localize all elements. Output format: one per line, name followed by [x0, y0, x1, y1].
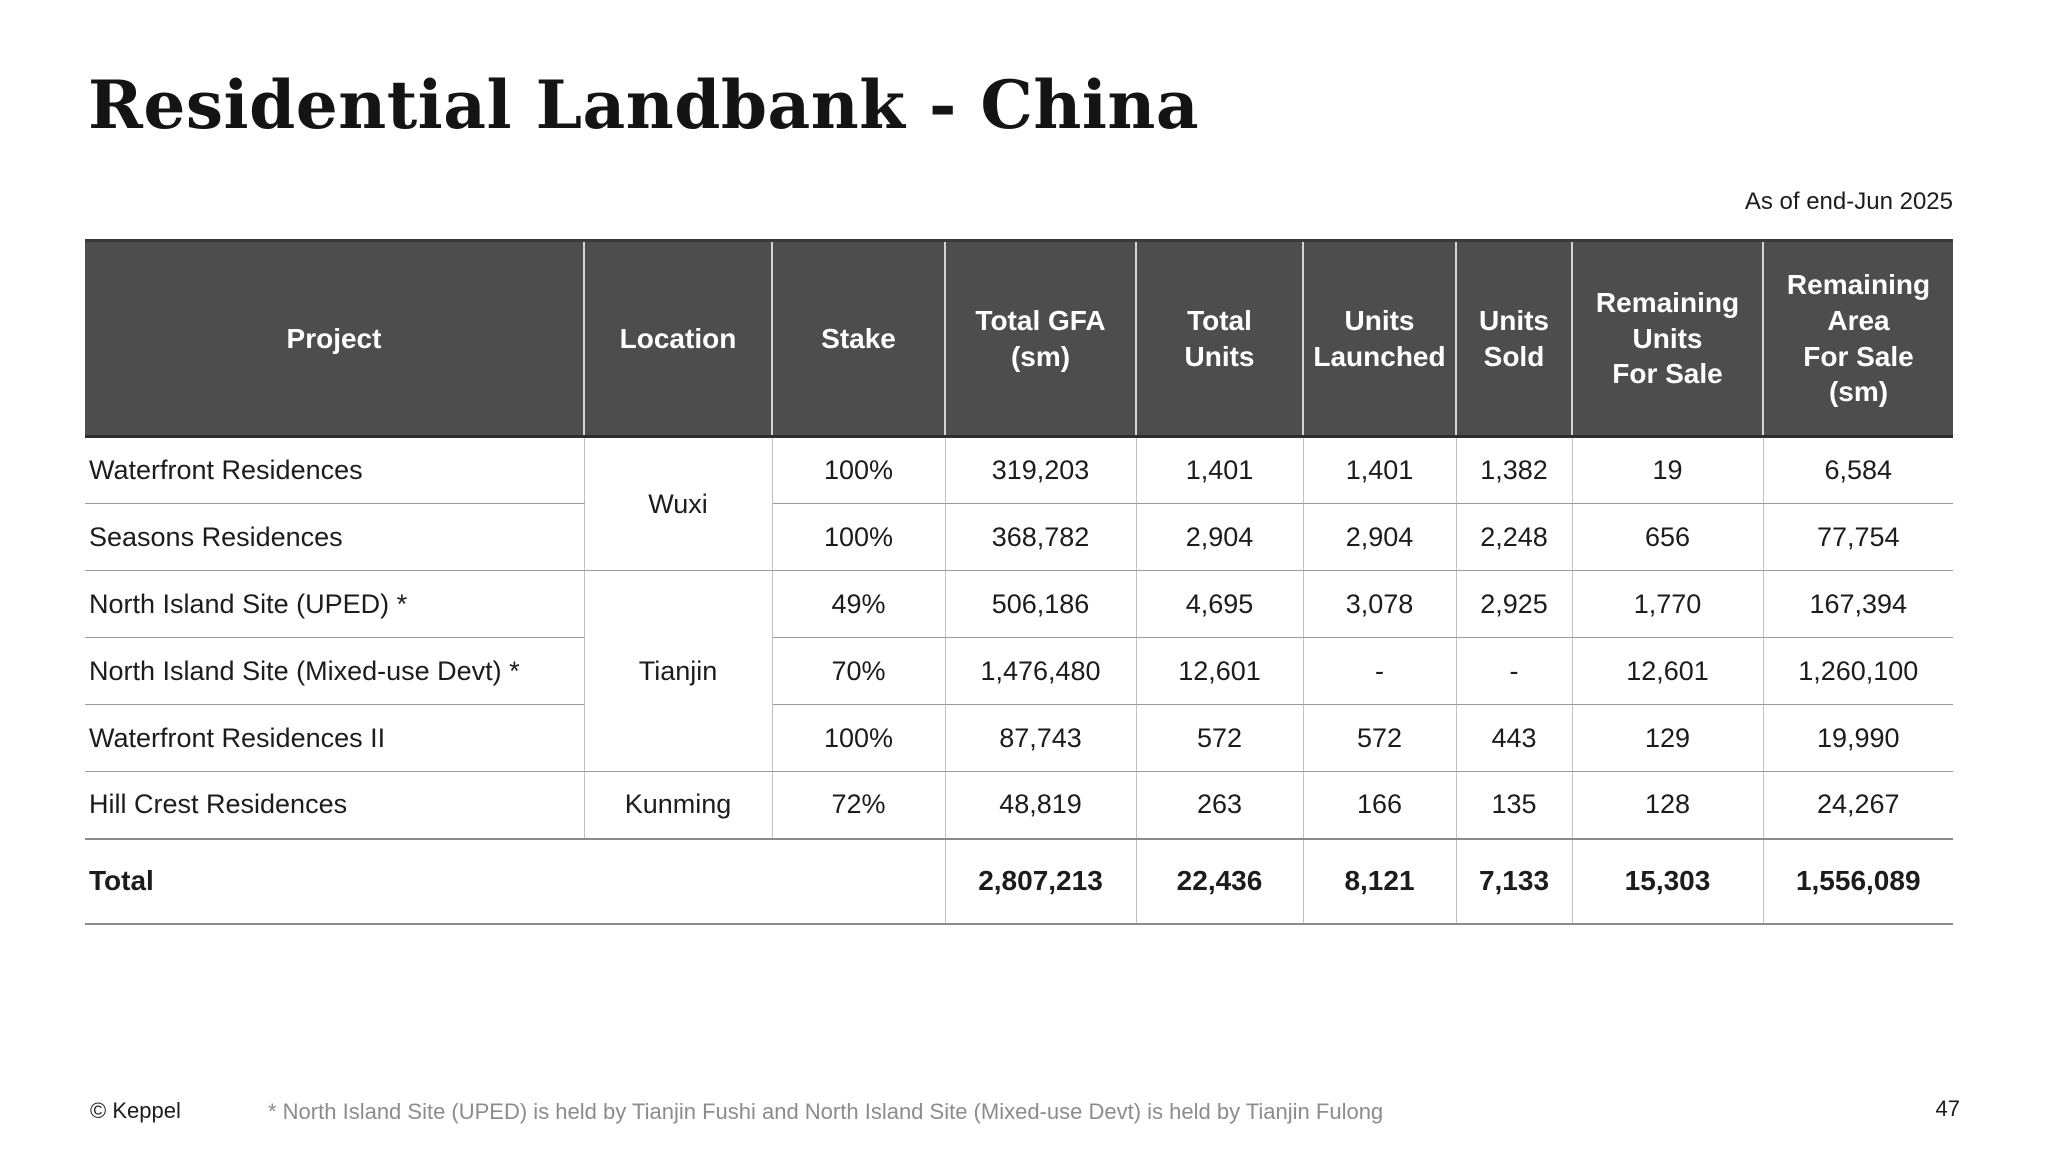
launched-cell: 2,904	[1302, 503, 1457, 571]
stake-cell: 49%	[771, 570, 946, 638]
sold-cell: 135	[1455, 771, 1573, 839]
total-units-cell: 22,436	[1135, 837, 1304, 925]
project-cell: North Island Site (Mixed-use Devt) *	[85, 637, 585, 705]
remaining-area-cell: 24,267	[1762, 771, 1953, 839]
column-header-project: Project	[85, 240, 585, 438]
gfa-cell: 319,203	[944, 436, 1137, 504]
remaining-area-cell: 19,990	[1762, 704, 1953, 772]
gfa-cell: 1,476,480	[944, 637, 1137, 705]
total-sold-cell: 7,133	[1455, 837, 1573, 925]
remaining-units-cell: 656	[1571, 503, 1764, 571]
launched-cell: -	[1302, 637, 1457, 705]
stake-cell: 72%	[771, 771, 946, 839]
project-cell: Waterfront Residences	[85, 436, 585, 504]
sold-cell: 443	[1455, 704, 1573, 772]
remaining-units-cell: 12,601	[1571, 637, 1764, 705]
units-cell: 2,904	[1135, 503, 1304, 571]
column-header-total-units: Total Units	[1135, 240, 1304, 438]
remaining-area-cell: 6,584	[1762, 436, 1953, 504]
table-row: Waterfront Residences II 100% 87,743 572…	[85, 704, 1953, 772]
remaining-units-cell: 1,770	[1571, 570, 1764, 638]
project-cell: North Island Site (UPED) *	[85, 570, 585, 638]
gfa-cell: 87,743	[944, 704, 1137, 772]
table-row: Seasons Residences 100% 368,782 2,904 2,…	[85, 503, 1953, 571]
column-header-units-sold: Units Sold	[1455, 240, 1573, 438]
location-cell: Kunming	[583, 771, 773, 839]
units-cell: 572	[1135, 704, 1304, 772]
stake-cell: 100%	[771, 704, 946, 772]
column-header-units-launched: Units Launched	[1302, 240, 1457, 438]
column-header-total-gfa: Total GFA (sm)	[944, 240, 1137, 438]
as-of-date: As of end-Jun 2025	[1744, 188, 1953, 215]
table-row: North Island Site (UPED) * Tianjin 49% 5…	[85, 570, 1953, 772]
landbank-table: Project Location Stake Total GFA (sm) To…	[85, 239, 1953, 925]
table-row: Waterfront Residences Wuxi 100% 319,203 …	[85, 436, 1953, 571]
remaining-units-cell: 128	[1571, 771, 1764, 839]
total-remaining-units-cell: 15,303	[1571, 837, 1764, 925]
location-cell: Tianjin	[583, 570, 773, 772]
remaining-units-cell: 19	[1571, 436, 1764, 504]
stake-cell: 100%	[771, 503, 946, 571]
table-header-row: Project Location Stake Total GFA (sm) To…	[85, 240, 1953, 438]
remaining-area-cell: 1,260,100	[1762, 637, 1953, 705]
remaining-area-cell: 167,394	[1762, 570, 1953, 638]
remaining-units-cell: 129	[1571, 704, 1764, 772]
copyright-label: © Keppel	[90, 1098, 181, 1123]
remaining-area-cell: 77,754	[1762, 503, 1953, 571]
page-number: 47	[1935, 1096, 1960, 1121]
location-cell: Wuxi	[583, 436, 773, 571]
footnote-text: * North Island Site (UPED) is held by Ti…	[268, 1099, 1384, 1124]
units-cell: 263	[1135, 771, 1304, 839]
table-row: Hill Crest Residences Kunming 72% 48,819…	[85, 771, 1953, 839]
units-cell: 4,695	[1135, 570, 1304, 638]
column-header-location: Location	[583, 240, 773, 438]
total-label-cell: Total	[85, 837, 946, 925]
page-title: Residential Landbank - China	[88, 66, 1200, 144]
launched-cell: 3,078	[1302, 570, 1457, 638]
units-cell: 1,401	[1135, 436, 1304, 504]
gfa-cell: 48,819	[944, 771, 1137, 839]
launched-cell: 572	[1302, 704, 1457, 772]
total-launched-cell: 8,121	[1302, 837, 1457, 925]
table-row: North Island Site (Mixed-use Devt) * 70%…	[85, 637, 1953, 705]
sold-cell: -	[1455, 637, 1573, 705]
project-cell: Hill Crest Residences	[85, 771, 585, 839]
stake-cell: 70%	[771, 637, 946, 705]
total-remaining-area-cell: 1,556,089	[1762, 837, 1953, 925]
gfa-cell: 368,782	[944, 503, 1137, 571]
sold-cell: 1,382	[1455, 436, 1573, 504]
column-header-remaining-area: Remaining Area For Sale (sm)	[1762, 240, 1953, 438]
column-header-stake: Stake	[771, 240, 946, 438]
stake-cell: 100%	[771, 436, 946, 504]
sold-cell: 2,925	[1455, 570, 1573, 638]
sold-cell: 2,248	[1455, 503, 1573, 571]
project-cell: Seasons Residences	[85, 503, 585, 571]
launched-cell: 166	[1302, 771, 1457, 839]
total-gfa-cell: 2,807,213	[944, 837, 1137, 925]
units-cell: 12,601	[1135, 637, 1304, 705]
column-header-remaining-units: Remaining Units For Sale	[1571, 240, 1764, 438]
launched-cell: 1,401	[1302, 436, 1457, 504]
project-cell: Waterfront Residences II	[85, 704, 585, 772]
table-total-row: Total 2,807,213 22,436 8,121 7,133 15,30…	[85, 837, 1953, 925]
gfa-cell: 506,186	[944, 570, 1137, 638]
